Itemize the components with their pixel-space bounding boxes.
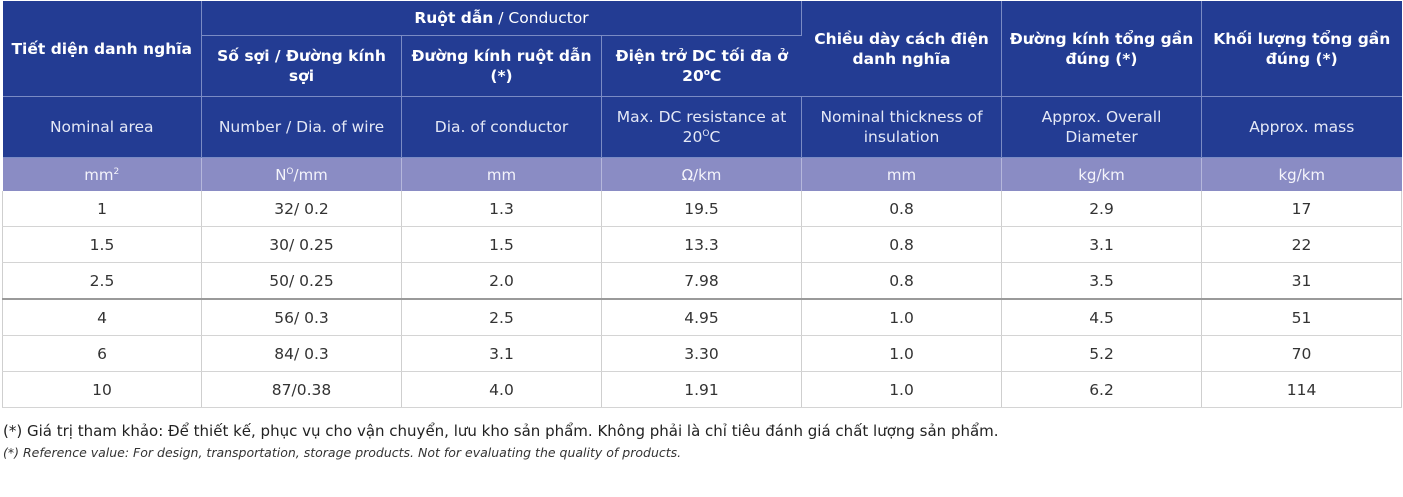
header-dc-resistance-vi: Điện trở DC tối đa ở 20oC (601, 35, 802, 97)
cell-wire-number: 87/0.38 (201, 371, 402, 408)
cell-overall-diameter: 4.5 (1001, 299, 1203, 336)
cell-insulation-thickness: 0.8 (801, 262, 1003, 300)
unit-insulation-thickness: mm (801, 157, 1003, 191)
header-dc-resistance-en: Max. DC resistance at 20OC (601, 96, 803, 158)
unit-text: N (275, 165, 287, 184)
table-row: 2.5 50/ 0.25 2.0 7.98 0.8 3.5 31 (2, 262, 1403, 300)
unit-nominal-area: mm2 (2, 157, 202, 191)
cell-nominal-area: 4 (2, 299, 202, 336)
cell-dc-resistance: 7.98 (601, 262, 803, 300)
cell-conductor-diameter: 1.5 (401, 226, 602, 263)
cell-overall-diameter: 3.1 (1001, 226, 1203, 263)
cell-mass: 17 (1201, 191, 1403, 227)
unit-mass: kg/km (1201, 157, 1402, 191)
header-dc-resistance-vi-tail: C (709, 67, 722, 85)
footnote-en: (*) Reference value: For design, transpo… (3, 445, 682, 460)
cell-wire-number: 30/ 0.25 (201, 226, 402, 263)
header-conductor-group-en: / Conductor (493, 9, 589, 27)
table-row: 6 84/ 0.3 3.1 3.30 1.0 5.2 70 (2, 335, 1403, 372)
cell-dc-resistance: 1.91 (601, 371, 803, 408)
cell-insulation-thickness: 1.0 (801, 371, 1003, 408)
header-mass-en: Approx. mass (1201, 96, 1402, 158)
header-insulation-thickness-en: Nominal thickness of insulation (801, 96, 1003, 158)
table-row: 10 87/0.38 4.0 1.91 1.0 6.2 114 (2, 371, 1403, 408)
cell-nominal-area: 1.5 (2, 226, 202, 263)
cell-wire-number: 32/ 0.2 (201, 191, 402, 227)
cell-insulation-thickness: 0.8 (801, 191, 1003, 227)
header-conductor-diameter-vi: Đường kính ruột dẫn (*) (401, 35, 602, 97)
unit-wire-number: NO/mm (201, 157, 402, 191)
unit-tail: /mm (293, 165, 328, 184)
degree-sup: o (703, 68, 710, 78)
cell-nominal-area: 6 (2, 335, 202, 372)
cell-mass: 22 (1201, 226, 1403, 263)
table-row: 1.5 30/ 0.25 1.5 13.3 0.8 3.1 22 (2, 226, 1403, 263)
header-overall-diameter-vi: Đường kính tổng gần đúng (*) (1001, 1, 1203, 97)
cell-conductor-diameter: 4.0 (401, 371, 602, 408)
cell-overall-diameter: 6.2 (1001, 371, 1203, 408)
cell-conductor-diameter: 1.3 (401, 191, 602, 227)
header-overall-diameter-en: Approx. Overall Diameter (1001, 96, 1203, 158)
header-mass-vi: Khối lượng tổng gần đúng (*) (1201, 1, 1402, 97)
cell-conductor-diameter: 2.5 (401, 299, 602, 336)
header-wire-number-vi: Số sợi / Đường kính sợi (201, 35, 402, 97)
unit-text: mm (84, 165, 114, 184)
cell-insulation-thickness: 1.0 (801, 335, 1003, 372)
cell-wire-number: 50/ 0.25 (201, 262, 402, 300)
cell-conductor-diameter: 2.0 (401, 262, 602, 300)
cell-mass: 70 (1201, 335, 1403, 372)
degree-sup: O (702, 129, 710, 139)
cell-overall-diameter: 5.2 (1001, 335, 1203, 372)
cell-insulation-thickness: 0.8 (801, 226, 1003, 263)
cell-insulation-thickness: 1.0 (801, 299, 1003, 336)
header-dc-resistance-en-tail: C (709, 128, 721, 146)
cell-overall-diameter: 3.5 (1001, 262, 1203, 300)
header-conductor-group: Ruột dẫn / Conductor (201, 1, 803, 36)
unit-sup: O (286, 166, 294, 177)
header-nominal-area-en: Nominal area (2, 96, 202, 158)
cell-overall-diameter: 2.9 (1001, 191, 1203, 227)
unit-conductor-diameter: mm (401, 157, 602, 191)
header-conductor-diameter-en: Dia. of conductor (401, 96, 602, 158)
cell-nominal-area: 10 (2, 371, 202, 408)
header-insulation-thickness-vi: Chiều dày cách điện danh nghĩa (801, 1, 1003, 97)
cell-mass: 114 (1201, 371, 1403, 408)
cell-dc-resistance: 3.30 (601, 335, 803, 372)
cell-dc-resistance: 13.3 (601, 226, 803, 263)
unit-dc-resistance: Ω/km (601, 157, 803, 191)
footnote-vi: (*) Giá trị tham khảo: Để thiết kế, phục… (3, 422, 999, 440)
table-row: 1 32/ 0.2 1.3 19.5 0.8 2.9 17 (2, 191, 1403, 227)
table-row: 4 56/ 0.3 2.5 4.95 1.0 4.5 51 (2, 299, 1403, 336)
header-wire-number-en: Number / Dia. of wire (201, 96, 402, 158)
cell-wire-number: 56/ 0.3 (201, 299, 402, 336)
cell-nominal-area: 1 (2, 191, 202, 227)
unit-overall-diameter: kg/km (1001, 157, 1203, 191)
cell-mass: 31 (1201, 262, 1403, 300)
header-dc-resistance-vi-text: Điện trở DC tối đa ở 20 (615, 47, 788, 85)
cell-dc-resistance: 4.95 (601, 299, 803, 336)
cell-dc-resistance: 19.5 (601, 191, 803, 227)
cell-conductor-diameter: 3.1 (401, 335, 602, 372)
unit-sup: 2 (113, 166, 120, 177)
header-conductor-group-vi: Ruột dẫn (414, 9, 494, 27)
cable-spec-table: Tiết diện danh nghĩa Ruột dẫn / Conducto… (2, 1, 1403, 408)
cell-nominal-area: 2.5 (2, 262, 202, 300)
header-dc-resistance-en-text: Max. DC resistance at 20 (616, 108, 787, 146)
table-body: 1 32/ 0.2 1.3 19.5 0.8 2.9 17 1.5 30/ 0.25 1.5 13.… (2, 191, 1403, 408)
header-nominal-area-vi: Tiết diện danh nghĩa (2, 1, 202, 97)
cell-wire-number: 84/ 0.3 (201, 335, 402, 372)
cell-mass: 51 (1201, 299, 1403, 336)
